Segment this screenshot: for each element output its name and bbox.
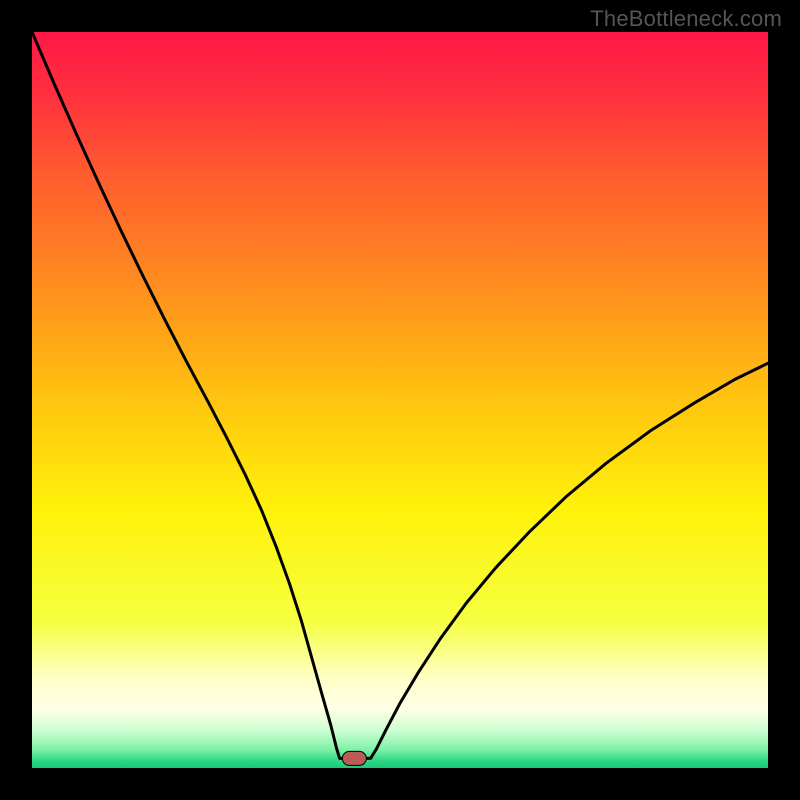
chart-container: TheBottleneck.com bbox=[0, 0, 800, 800]
plot-background-gradient bbox=[32, 32, 768, 768]
bottleneck-chart bbox=[0, 0, 800, 800]
watermark-text: TheBottleneck.com bbox=[590, 6, 782, 32]
optimal-point-marker bbox=[342, 751, 366, 765]
